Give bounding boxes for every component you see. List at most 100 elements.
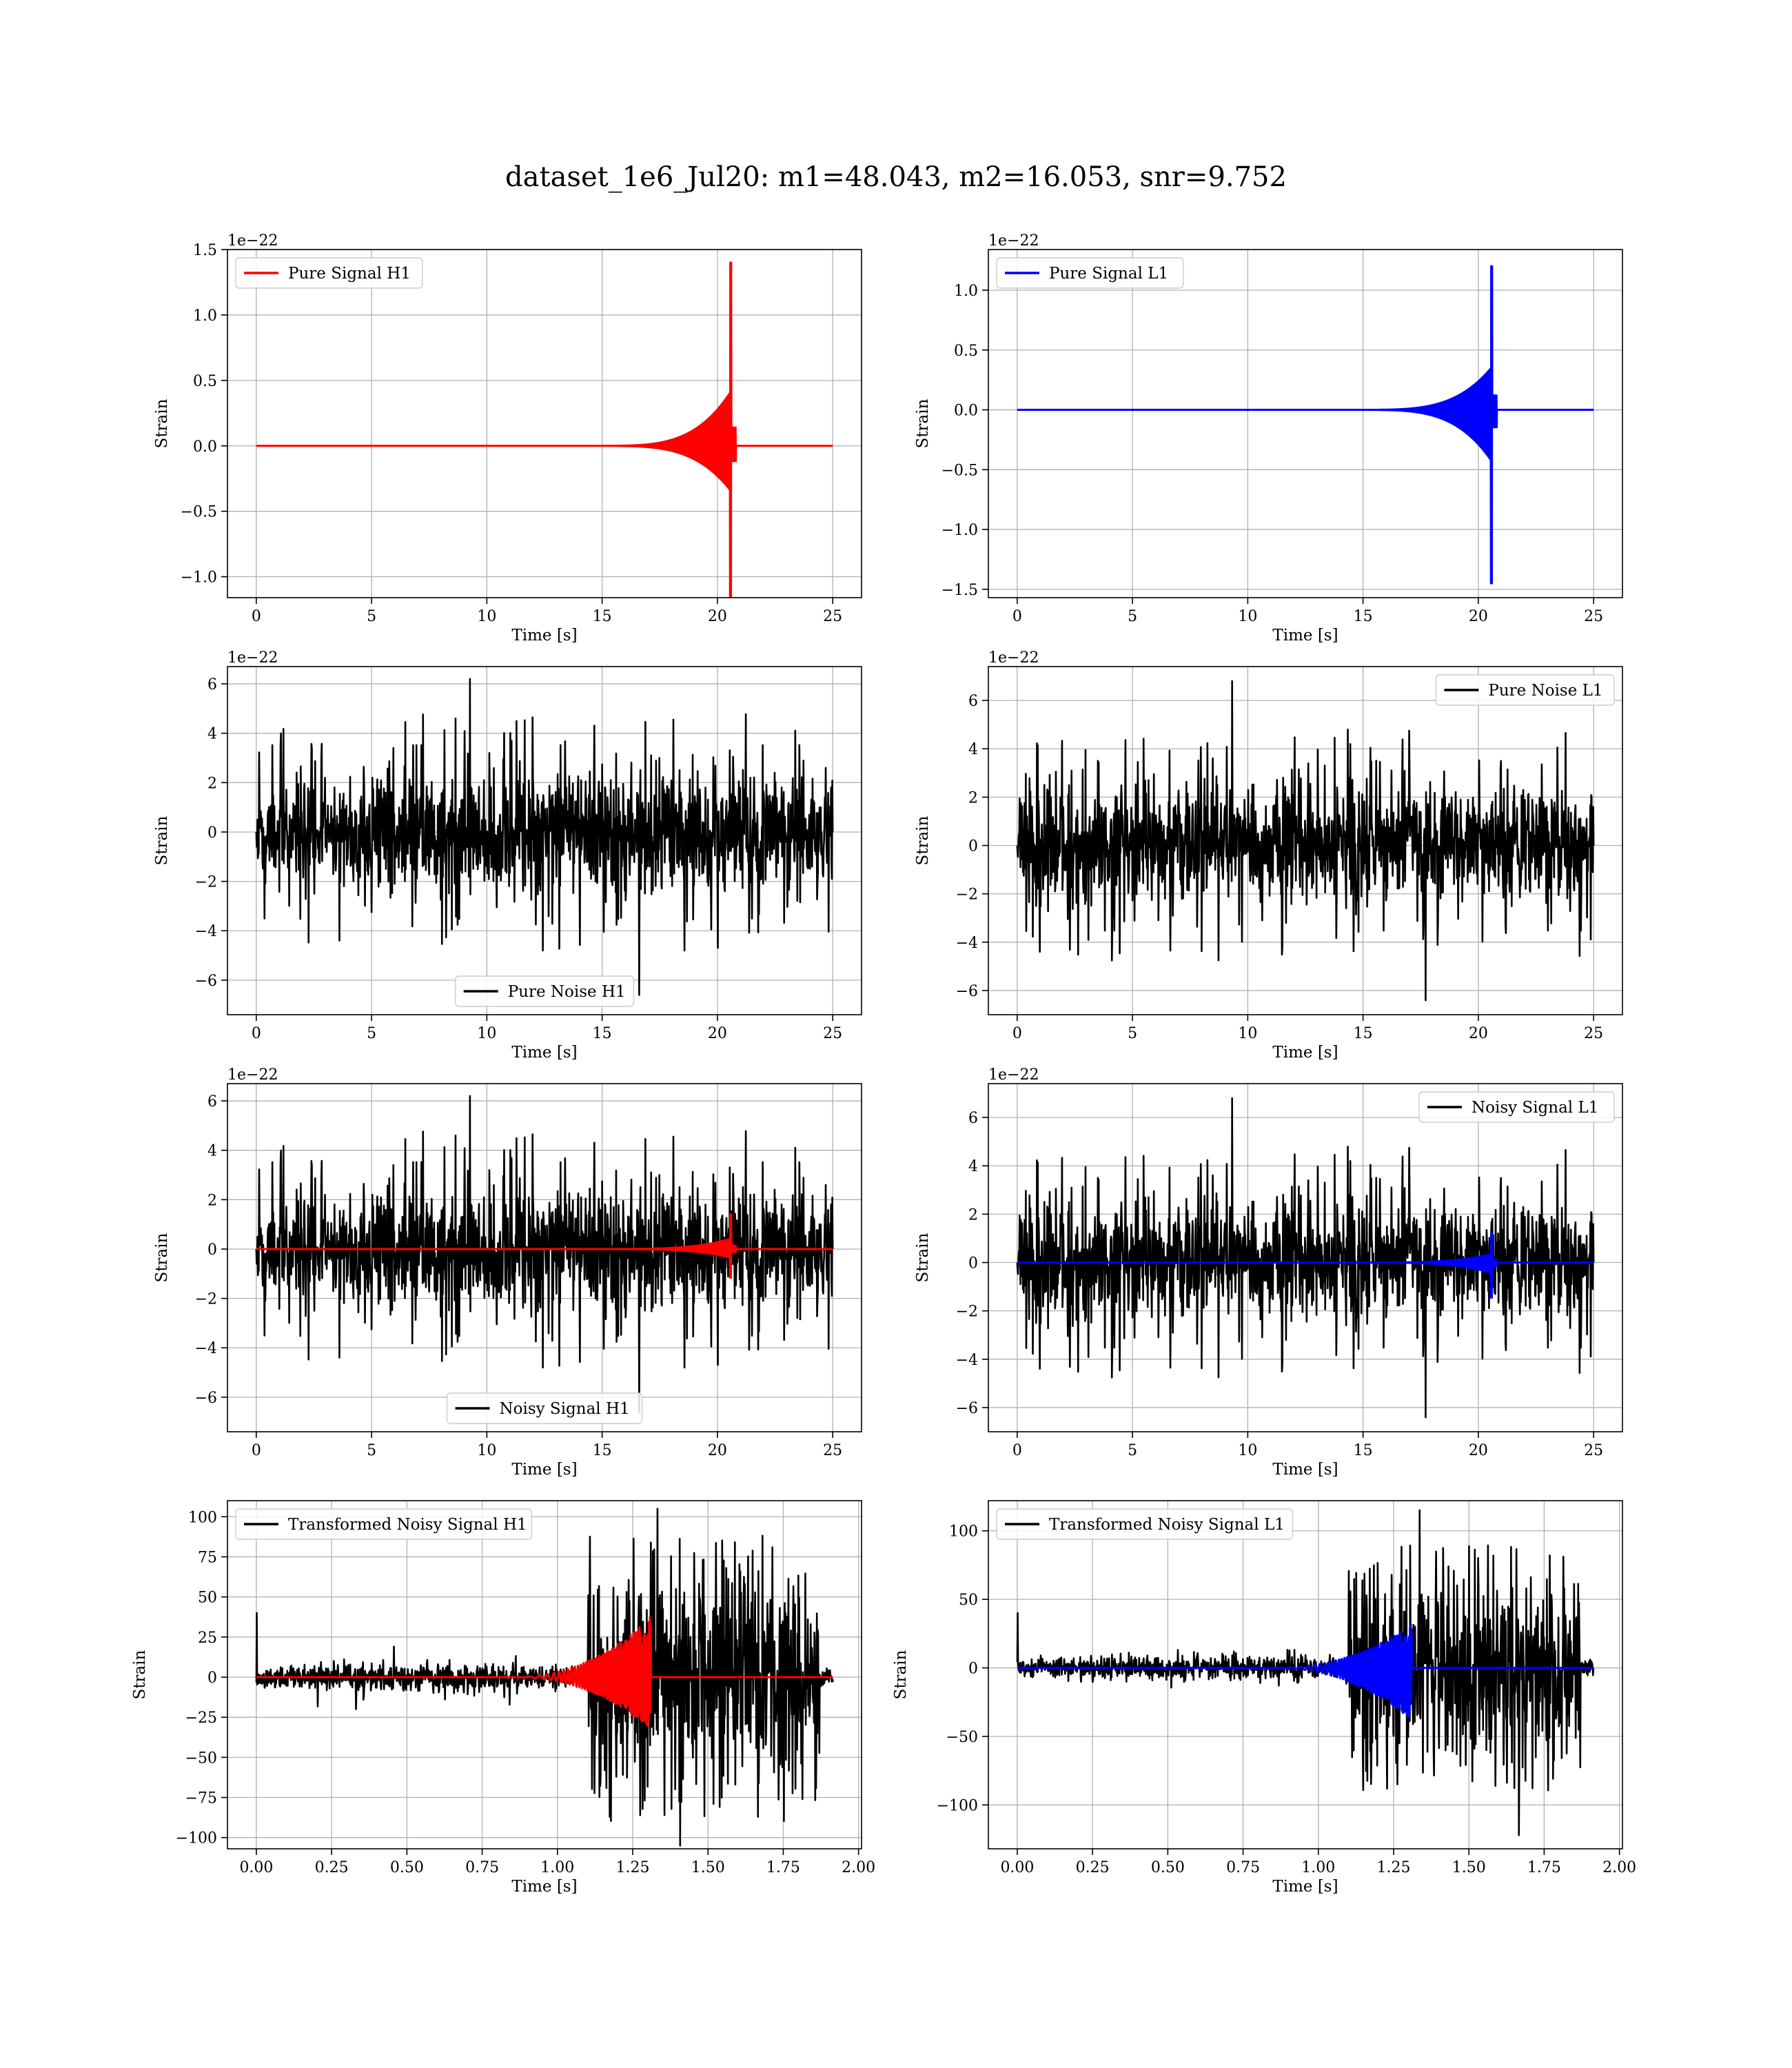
x-tick-label: 5 [1128, 1025, 1137, 1042]
x-axis-label: Time [s] [1272, 1878, 1338, 1896]
axis-offset-text: 1e−22 [227, 649, 278, 667]
subplot-noisy-signal-l1: 0 5 10 15 20 25 −6 −4 −2 0 2 4 6 Time [s] Strain 1e−22 N… [914, 1066, 1623, 1479]
x-axis-label: Time [s] [511, 1044, 577, 1062]
y-tick-label: 0 [207, 1241, 217, 1259]
x-tick-label: 15 [593, 608, 612, 625]
plot-area [988, 250, 1622, 598]
x-tick-label: 1.00 [1301, 1859, 1335, 1876]
x-axis-label: Time [s] [511, 627, 577, 645]
y-tick-label: −75 [185, 1790, 217, 1807]
x-tick-label: 5 [1128, 1442, 1137, 1459]
x-tick-label: 15 [1354, 1025, 1373, 1042]
x-tick-label: 1.50 [691, 1859, 725, 1876]
x-tick-label: 1.75 [1527, 1859, 1561, 1876]
subplot-pure-signal-l1: 0 5 10 15 20 25 −1.5 −1.0 −0.5 0.0 0.5 1.0 Time [s] S… [914, 232, 1623, 645]
x-tick-label: 10 [477, 1442, 496, 1459]
x-tick-label: 15 [593, 1442, 612, 1459]
axes-frame [988, 1083, 1623, 1432]
axes-frame [227, 1083, 862, 1432]
y-tick-label: 0 [968, 1661, 978, 1678]
y-tick-label: −2 [195, 1291, 217, 1308]
legend-label: Transformed Noisy Signal L1 [1049, 1516, 1285, 1534]
x-axis-label: Time [s] [1272, 627, 1338, 645]
y-axis-label: Strain [914, 398, 932, 448]
x-tick-label: 10 [477, 1025, 496, 1042]
y-tick-label: 2 [968, 789, 978, 807]
legend: Pure Noise L1 [1435, 674, 1615, 706]
series-overlay-1 [255, 1616, 834, 1727]
x-tick-label: 0 [252, 1025, 261, 1042]
x-tick-label: 20 [708, 1442, 727, 1459]
y-axis-label: Strain [153, 815, 171, 865]
x-tick-label: 0 [252, 1442, 261, 1459]
series-pure-noise-h1 [255, 678, 834, 996]
x-axis-label: Time [s] [1272, 1044, 1338, 1062]
y-tick-label: 0 [968, 1255, 978, 1273]
y-axis-label: Strain [914, 1233, 932, 1282]
legend: Transformed Noisy Signal L1 [996, 1508, 1294, 1540]
series-group [255, 678, 834, 996]
axes-frame [988, 249, 1623, 598]
y-tick-label: 2 [207, 1192, 217, 1209]
x-tick-label: 5 [367, 1442, 376, 1459]
y-tick-label: −0.5 [941, 462, 978, 479]
legend-label: Pure Noise H1 [508, 983, 626, 1001]
series-group [1016, 680, 1595, 1002]
axis-offset-text: 1e−22 [988, 1066, 1039, 1084]
x-tick-label: 0.75 [465, 1859, 499, 1876]
y-tick-label: 75 [198, 1549, 217, 1566]
x-tick-label: 1.25 [616, 1859, 650, 1876]
y-tick-label: −50 [946, 1729, 978, 1746]
y-tick-label: 0.0 [954, 403, 978, 420]
x-tick-label: 20 [708, 1025, 727, 1042]
x-tick-label: 1.50 [1452, 1859, 1486, 1876]
y-axis-label: Strain [914, 815, 932, 865]
subplot-pure-signal-h1: 0 5 10 15 20 25 −1.0 −0.5 0.0 0.5 1.0 1.5 Time [s] St… [153, 232, 862, 645]
legend: Pure Noise H1 [455, 975, 635, 1007]
axes-frame [227, 249, 862, 598]
y-tick-label: 0.5 [954, 343, 978, 360]
y-tick-label: −6 [195, 973, 217, 990]
axis-offset-text: 1e−22 [988, 232, 1039, 250]
x-axis-label: Time [s] [1272, 1461, 1338, 1479]
legend-label: Pure Signal H1 [288, 265, 411, 283]
legend-box [446, 1392, 643, 1424]
axes-frame [988, 666, 1623, 1015]
series-overlay-1 [1016, 1623, 1595, 1718]
legend: Pure Signal H1 [235, 257, 423, 289]
x-tick-label: 5 [1128, 608, 1137, 625]
legend-box [235, 257, 423, 289]
subplot-transformed-noisy-signal-h1: 0.00 0.25 0.50 0.75 1.00 1.25 1.50 1.75 2.00 −100… [131, 1500, 875, 1896]
x-tick-label: 25 [823, 1442, 842, 1459]
y-tick-label: −6 [956, 1400, 978, 1417]
x-tick-label: 0 [1012, 1025, 1022, 1042]
x-tick-label: 10 [1238, 1025, 1257, 1042]
y-tick-label: −2 [956, 1304, 978, 1321]
y-tick-label: −1.5 [941, 582, 978, 599]
x-tick-label: 20 [1469, 608, 1488, 625]
x-tick-label: 15 [593, 1025, 612, 1042]
x-tick-label: 25 [1584, 1025, 1603, 1042]
legend-label: Pure Noise L1 [1488, 682, 1602, 700]
legend-box [1435, 674, 1615, 706]
axis-offset-text: 1e−22 [988, 649, 1039, 667]
plot-area [227, 250, 862, 598]
series-group [1016, 1097, 1595, 1419]
y-tick-label: −1.0 [181, 569, 217, 587]
x-tick-label: 5 [367, 608, 376, 625]
series-group [255, 1508, 834, 1847]
x-tick-label: 1.75 [766, 1859, 800, 1876]
x-tick-label: 2.00 [842, 1859, 875, 1876]
x-tick-label: 0 [1012, 608, 1022, 625]
x-tick-label: 0.25 [1076, 1859, 1110, 1876]
subplot-pure-noise-l1: 0 5 10 15 20 25 −6 −4 −2 0 2 4 6 Time [s] Strain 1e−22 P… [914, 649, 1623, 1062]
y-tick-label: −4 [195, 923, 217, 940]
x-tick-label: 2.00 [1602, 1859, 1636, 1876]
series-transformed-noisy-signal-l1 [1016, 1509, 1595, 1836]
y-tick-label: 1.0 [954, 283, 978, 300]
y-tick-label: −1.0 [941, 522, 978, 539]
x-tick-label: 15 [1354, 608, 1373, 625]
y-tick-label: −4 [956, 1352, 978, 1369]
y-tick-label: −6 [956, 983, 978, 1000]
legend-box [455, 975, 635, 1007]
